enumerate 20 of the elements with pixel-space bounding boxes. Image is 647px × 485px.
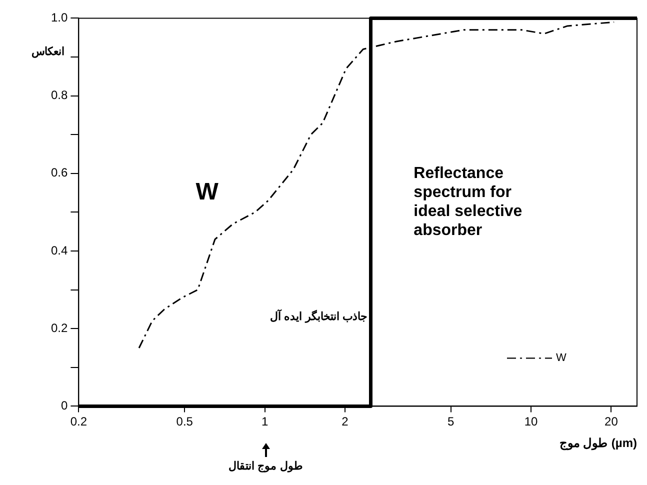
y-axis-title: انعکاس xyxy=(32,46,65,58)
annotation: Reflectance spectrum for ideal selective absorber xyxy=(414,165,522,240)
x-tick-label: 10 xyxy=(524,414,538,429)
x-axis-title: طول موج (µm) xyxy=(560,436,637,452)
x-tick-label: 0.5 xyxy=(176,414,194,429)
x-tick-label: 0.2 xyxy=(70,414,88,429)
y-tick-label: 0.8 xyxy=(50,88,68,102)
x-tick-label: 2 xyxy=(342,414,349,429)
x-tick-label: 5 xyxy=(448,414,455,429)
legend-label: W xyxy=(556,352,567,364)
y-tick-label: 0.6 xyxy=(50,166,68,180)
annotation: W xyxy=(196,178,219,206)
annotation: جاذب انتخابگر ایده آل xyxy=(270,308,368,323)
text: طول موج انتقال xyxy=(228,460,303,472)
y-tick-label: 0 xyxy=(60,398,68,413)
y-tick-label: 1.0 xyxy=(50,10,68,25)
y-tick-label: 0.2 xyxy=(50,320,68,335)
x-tick-label: 20 xyxy=(604,414,618,429)
x-tick-label: 1 xyxy=(261,414,268,429)
y-tick-label: 0.4 xyxy=(50,243,68,258)
